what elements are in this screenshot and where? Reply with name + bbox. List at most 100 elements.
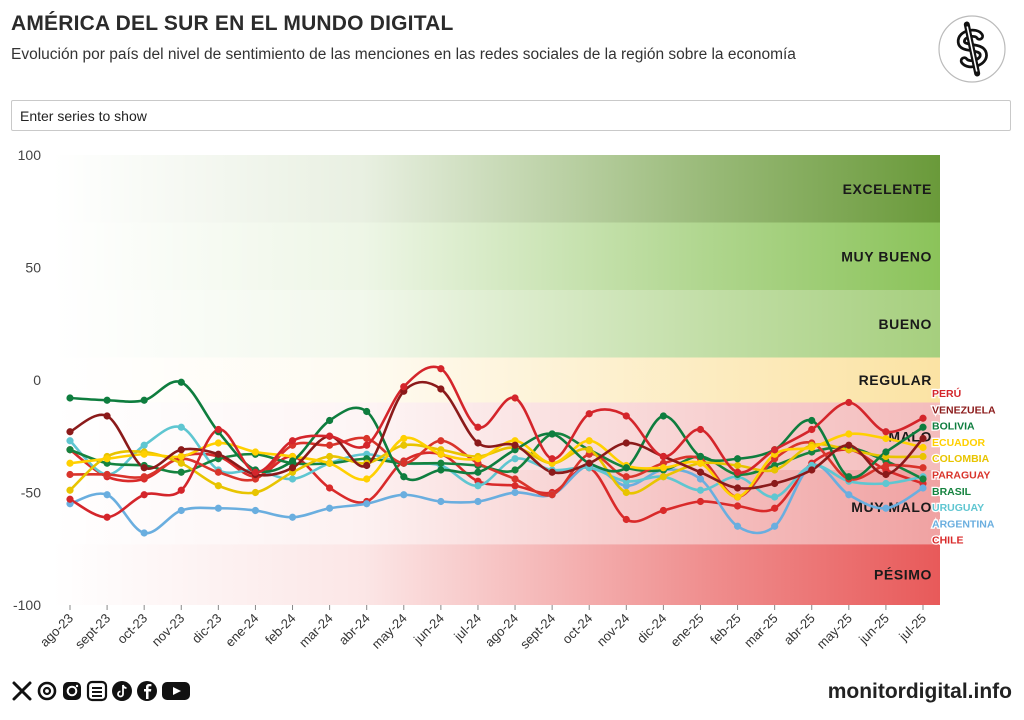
- legend-label-venezuela[interactable]: VENEZUELA: [931, 403, 998, 418]
- data-point-uruguay[interactable]: [696, 486, 705, 494]
- data-point-argentina[interactable]: [474, 497, 482, 506]
- data-point-bolivia[interactable]: [66, 394, 74, 402]
- data-point-ecuador[interactable]: [66, 459, 74, 467]
- legend-label-bolivia[interactable]: BOLIVIA: [931, 419, 977, 434]
- data-point-ecuador[interactable]: [808, 443, 816, 452]
- data-point-venezuela[interactable]: [288, 464, 297, 472]
- data-point-colombia[interactable]: [919, 452, 927, 461]
- data-point-peru[interactable]: [733, 468, 742, 476]
- data-point-bolivia[interactable]: [177, 378, 185, 386]
- substack-icon[interactable]: [86, 679, 108, 703]
- data-point-peru[interactable]: [288, 437, 297, 445]
- data-point-colombia[interactable]: [733, 461, 742, 470]
- data-point-venezuela[interactable]: [511, 441, 519, 449]
- data-point-colombia[interactable]: [177, 459, 185, 467]
- data-point-colombia[interactable]: [251, 488, 260, 497]
- data-point-chile[interactable]: [326, 484, 334, 492]
- data-point-venezuela[interactable]: [622, 439, 630, 447]
- data-point-ecuador[interactable]: [474, 455, 482, 463]
- data-point-colombia[interactable]: [214, 482, 222, 490]
- data-point-ecuador[interactable]: [140, 450, 148, 458]
- data-point-peru[interactable]: [659, 452, 667, 461]
- data-point-paraguay[interactable]: [437, 437, 445, 445]
- data-point-ecuador[interactable]: [659, 464, 667, 472]
- data-point-argentina[interactable]: [177, 506, 185, 515]
- data-point-ecuador[interactable]: [400, 434, 408, 443]
- x-icon[interactable]: [11, 679, 33, 703]
- data-point-bolivia[interactable]: [140, 396, 148, 404]
- data-point-ecuador[interactable]: [733, 493, 742, 501]
- data-point-chile[interactable]: [659, 506, 667, 515]
- data-point-ecuador[interactable]: [437, 450, 445, 458]
- data-point-venezuela[interactable]: [808, 466, 816, 474]
- data-point-brasil[interactable]: [919, 475, 927, 483]
- data-point-ecuador[interactable]: [214, 439, 222, 447]
- data-point-paraguay[interactable]: [66, 470, 74, 479]
- data-point-venezuela[interactable]: [177, 446, 185, 454]
- data-point-venezuela[interactable]: [733, 484, 742, 492]
- data-point-argentina[interactable]: [733, 522, 742, 530]
- data-point-bolivia[interactable]: [659, 412, 667, 420]
- data-point-paraguay[interactable]: [103, 470, 111, 479]
- data-point-paraguay[interactable]: [140, 473, 148, 481]
- data-point-bolivia[interactable]: [548, 430, 556, 438]
- data-point-venezuela[interactable]: [140, 464, 148, 472]
- data-point-argentina[interactable]: [251, 506, 260, 515]
- data-point-bolivia[interactable]: [882, 448, 890, 456]
- data-point-argentina[interactable]: [288, 513, 297, 521]
- data-point-bolivia[interactable]: [400, 473, 408, 481]
- data-point-ecuador[interactable]: [585, 437, 593, 445]
- data-point-peru[interactable]: [66, 495, 74, 503]
- data-point-peru[interactable]: [548, 455, 556, 463]
- data-point-argentina[interactable]: [140, 529, 148, 537]
- youtube-icon[interactable]: [161, 679, 191, 703]
- data-point-venezuela[interactable]: [919, 434, 927, 443]
- data-point-brasil[interactable]: [511, 466, 519, 474]
- data-point-colombia[interactable]: [326, 452, 334, 461]
- data-point-peru[interactable]: [400, 383, 408, 391]
- tiktok-icon[interactable]: [111, 679, 133, 703]
- data-point-bolivia[interactable]: [103, 396, 111, 404]
- data-point-argentina[interactable]: [511, 488, 519, 497]
- data-point-venezuela[interactable]: [696, 468, 705, 476]
- data-point-peru[interactable]: [251, 468, 260, 476]
- data-point-uruguay[interactable]: [511, 455, 519, 463]
- data-point-colombia[interactable]: [771, 466, 779, 474]
- data-point-venezuela[interactable]: [882, 470, 890, 479]
- data-point-bolivia[interactable]: [622, 464, 630, 472]
- data-point-colombia[interactable]: [66, 486, 74, 494]
- data-point-uruguay[interactable]: [140, 441, 148, 449]
- data-point-venezuela[interactable]: [66, 428, 74, 436]
- data-point-peru[interactable]: [585, 410, 593, 418]
- legend-label-ecuador[interactable]: ECUADOR: [931, 436, 987, 451]
- data-point-argentina[interactable]: [214, 504, 222, 512]
- data-point-ecuador[interactable]: [919, 443, 927, 452]
- data-point-colombia[interactable]: [622, 488, 630, 497]
- legend-label-chile[interactable]: CHILE: [931, 533, 965, 548]
- data-point-ecuador[interactable]: [882, 434, 890, 443]
- legend-label-paraguay[interactable]: PARAGUAY: [931, 468, 992, 483]
- legend-label-brasil[interactable]: BRASIL: [931, 485, 973, 500]
- data-point-bolivia[interactable]: [326, 416, 334, 425]
- data-point-paraguay[interactable]: [214, 468, 222, 476]
- data-point-venezuela[interactable]: [363, 461, 371, 470]
- legend-label-uruguay[interactable]: URUGUAY: [931, 501, 986, 515]
- data-point-venezuela[interactable]: [585, 459, 593, 467]
- data-point-bolivia[interactable]: [696, 452, 705, 461]
- data-point-bolivia[interactable]: [363, 407, 371, 416]
- data-point-argentina[interactable]: [400, 491, 408, 499]
- data-point-peru[interactable]: [177, 486, 185, 494]
- data-point-argentina[interactable]: [363, 500, 371, 508]
- data-point-argentina[interactable]: [437, 497, 445, 506]
- brand-footer[interactable]: monitordigital.info: [827, 680, 1012, 703]
- legend-label-colombia[interactable]: COLOMBIA: [931, 452, 991, 467]
- data-point-chile[interactable]: [696, 497, 705, 506]
- data-point-bolivia[interactable]: [288, 457, 297, 465]
- data-point-peru[interactable]: [919, 414, 927, 422]
- data-point-uruguay[interactable]: [771, 493, 779, 501]
- data-point-venezuela[interactable]: [845, 441, 853, 449]
- data-point-argentina[interactable]: [919, 484, 927, 492]
- data-point-colombia[interactable]: [659, 473, 667, 481]
- data-point-peru[interactable]: [882, 428, 890, 436]
- data-point-paraguay[interactable]: [548, 491, 556, 499]
